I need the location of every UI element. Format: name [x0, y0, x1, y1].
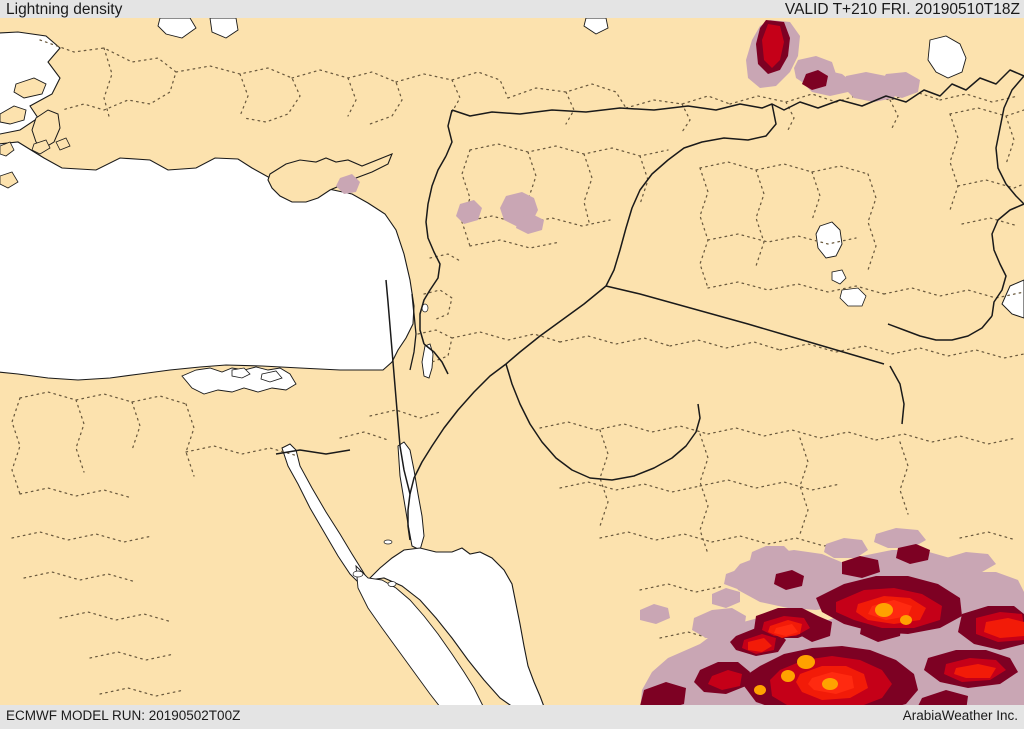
rhodes-island: [31, 109, 61, 149]
aegean-and-levant-sea: [0, 141, 415, 381]
aegean-islet-a: [0, 105, 27, 125]
red-sea-islet-a: [352, 570, 364, 578]
persian-gulf: [1001, 279, 1024, 319]
lake-habbaniyah: [839, 287, 867, 307]
brand-label: ArabiaWeather Inc.: [902, 708, 1018, 723]
aegean-islet-f: [55, 137, 71, 151]
levant-coastline: [409, 293, 417, 371]
islands: [0, 77, 393, 203]
aegean-islet-d: [31, 139, 51, 155]
lagoon-b: [260, 370, 283, 383]
red-sea: [366, 547, 547, 711]
footer-bar: ECMWF MODEL RUN: 20190502T00Z ArabiaWeat…: [0, 705, 1024, 729]
map-canvas[interactable]: [0, 18, 1024, 711]
lightning-level6-orange: [754, 603, 912, 695]
dead-sea: [421, 343, 434, 379]
north-sea-notch: [157, 18, 197, 39]
page-title: Lightning density: [6, 1, 123, 18]
aegean-islet-e: [0, 171, 19, 189]
lake-razzaza: [831, 269, 847, 285]
national-borders: [275, 69, 1024, 541]
valid-time-label: VALID T+210 FRI. 20190510T18Z: [784, 1, 1020, 18]
header-bar: Lightning density VALID T+210 FRI. 20190…: [0, 0, 1024, 18]
lake-urmia: [927, 35, 967, 79]
lake-tharthar: [815, 221, 843, 259]
aqaba-islet: [383, 539, 393, 545]
model-run-label: ECMWF MODEL RUN: 20190502T00Z: [6, 708, 241, 723]
aegean-islet-b: [13, 77, 47, 99]
red-sea-islet-b: [387, 581, 397, 587]
lagoon-a: [231, 367, 251, 379]
map-graphic: [0, 18, 1024, 711]
gulf-notch-c: [583, 18, 609, 35]
aegean-islet-c: [0, 141, 15, 157]
red-sea-west-coast: [355, 564, 487, 711]
sea-bodies: [0, 18, 1024, 711]
cyprus-island: [267, 153, 393, 203]
north-sea-notch-b: [209, 18, 239, 39]
